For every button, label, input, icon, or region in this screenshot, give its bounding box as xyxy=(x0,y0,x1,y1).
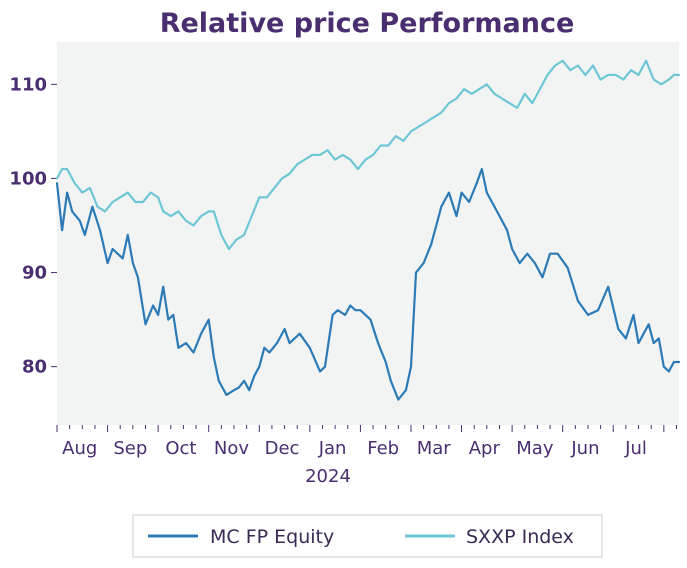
series-line-sxxp-index xyxy=(55,59,681,251)
plot-background xyxy=(57,42,679,425)
x-tick-label-feb: Feb xyxy=(367,438,399,459)
x-tick-label-dec: Dec xyxy=(265,438,300,459)
y-tick-label-110: 110 xyxy=(9,74,47,95)
x-tick-label-may: May xyxy=(516,438,554,459)
x-tick-label-apr: Apr xyxy=(469,438,501,459)
legend-label-sxxp-index: SXXP Index xyxy=(466,526,574,548)
legend: MC FP Equity SXXP Index xyxy=(132,514,603,558)
x-axis-labels: Aug Sep Oct Nov Dec Jan Feb Mar Apr May Jun Jul xyxy=(62,438,647,459)
x-tick-label-nov: Nov xyxy=(214,438,249,459)
chart-title: Relative price Performance xyxy=(160,8,575,39)
x-tick-label-aug: Aug xyxy=(62,438,97,459)
x-tick-label-mar: Mar xyxy=(417,438,452,459)
x-axis-year-label: 2024 xyxy=(305,466,351,487)
legend-box xyxy=(132,514,603,558)
x-axis-ticks xyxy=(56,425,677,432)
x-tick-label-sep: Sep xyxy=(113,438,147,459)
series-line-mc-fp-equity xyxy=(55,167,681,401)
legend-label-mc-fp-equity: MC FP Equity xyxy=(210,526,334,548)
y-tick-label-100: 100 xyxy=(9,168,47,189)
y-axis-ticks: 80 90 100 110 xyxy=(9,74,57,378)
x-tick-label-jan: Jan xyxy=(318,438,347,459)
series-lines xyxy=(55,59,681,401)
y-tick-label-80: 80 xyxy=(22,357,47,378)
x-tick-label-jun: Jun xyxy=(570,438,599,459)
x-tick-label-jul: Jul xyxy=(624,438,647,459)
x-tick-label-oct: Oct xyxy=(165,438,196,459)
y-tick-label-90: 90 xyxy=(22,263,47,284)
